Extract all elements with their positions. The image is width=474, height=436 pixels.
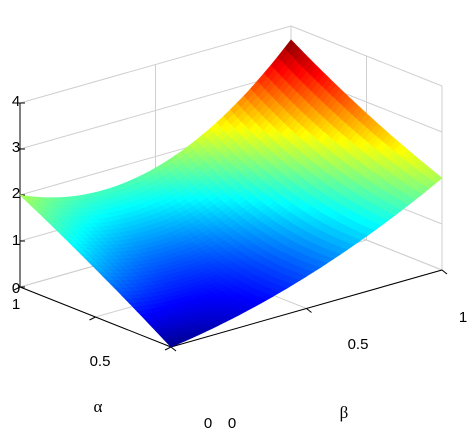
beta-tick-mark — [441, 269, 448, 275]
beta-tick-label: 0 — [228, 415, 236, 432]
surface-patch — [166, 339, 179, 348]
z-tick-label: 1 — [12, 232, 20, 249]
z-tick-label: 2 — [12, 185, 20, 202]
z-tick-label: 0 — [12, 280, 20, 297]
alpha-tick-mark — [13, 286, 21, 291]
alpha-tick-label: 0.5 — [90, 353, 111, 370]
tick-labels: 0 1 2 3 4 1 0.5 0 0 0.5 1 — [12, 93, 467, 432]
surface — [19, 39, 443, 348]
alpha-tick-label: 0 — [204, 415, 212, 432]
beta-axis-label: β — [340, 403, 349, 422]
z-tick-label: 3 — [12, 139, 20, 156]
beta-tick-label: 1 — [459, 309, 467, 326]
beta-tick-mark — [170, 346, 177, 352]
alpha-tick-mark — [89, 316, 96, 321]
beta-tick-mark — [306, 308, 312, 313]
beta-tick-label: 0.5 — [348, 336, 369, 353]
alpha-axis-label: α — [94, 397, 103, 416]
z-tick-label: 4 — [12, 93, 20, 110]
alpha-tick-mark — [164, 346, 172, 351]
axis-labels: α β — [94, 397, 349, 422]
alpha-tick-label: 1 — [12, 296, 20, 313]
